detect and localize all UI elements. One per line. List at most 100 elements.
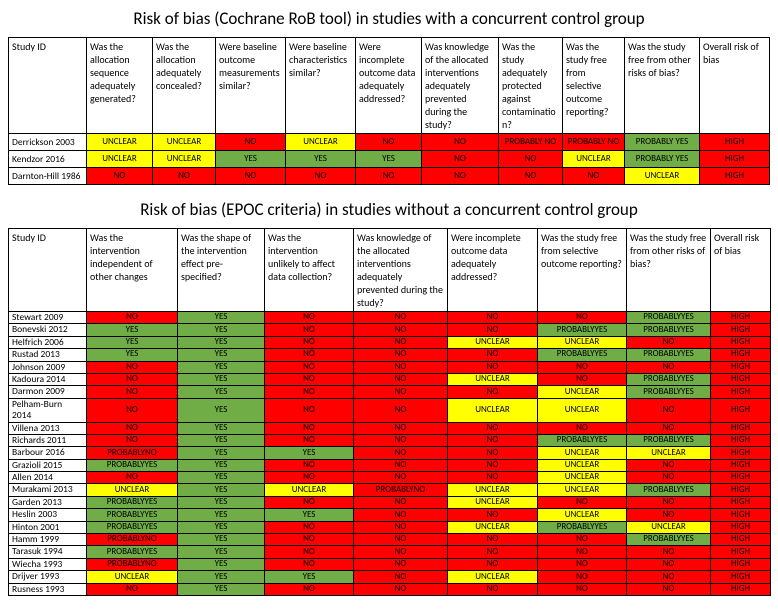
rob-cell: PROBABLYNO [354,484,448,496]
rob-cell: NO [448,459,538,471]
rob-cell: NO [265,546,354,558]
rob-cell: NO [627,398,711,422]
column-header: Was the study free from other risks of b… [625,38,700,134]
rob-cell: HIGH [711,324,771,336]
rob-cell: NO [354,571,448,583]
rob-cell: NO [265,324,354,336]
rob-cell: HIGH [711,386,771,398]
rob-cell: NO [538,422,627,434]
rob-cell: UNCLEAR [87,571,178,583]
rob-cell: YES [178,459,265,471]
rob-cell: UNCLEAR [153,151,216,168]
rob-cell: PROBABLYYES [538,521,627,533]
rob-cell: UNCLEAR [538,472,627,484]
study-id: Allen 2014 [9,472,87,484]
rob-cell: NO [354,422,448,434]
rob-cell: PROBABLY YES [625,151,700,168]
column-header: Was the study adequately protected again… [499,38,563,134]
rob-cell: PROBABLYYES [87,509,178,521]
rob-cell: UNCLEAR [538,398,627,422]
rob-cell: PROBABLYYES [627,324,711,336]
study-id: Darnton-Hill 1986 [9,168,87,185]
table-row: Wiecha 1993PROBABLYNOYESNONONONONOHIGH [9,558,771,570]
rob-cell: HIGH [711,361,771,373]
rob-cell: YES [178,324,265,336]
rob-cell: HIGH [711,496,771,508]
rob-cell: NO [448,509,538,521]
rob-cell: NO [265,336,354,348]
rob-cell: NO [499,151,563,168]
rob-cell: UNCLEAR [87,484,178,496]
rob-cell: NO [87,472,178,484]
title-2: Risk of bias (EPOC criteria) in studies … [8,199,770,220]
rob-cell: NO [627,422,711,434]
study-id: Derrickson 2003 [9,134,87,151]
table-row: Grazioli 2015PROBABLYYESYESNONONOUNCLEAR… [9,459,771,471]
rob-cell: NO [356,168,422,185]
rob-cell: YES [178,386,265,398]
rob-cell: NO [265,521,354,533]
column-header: Were baseline outcome measurements simil… [216,38,286,134]
study-id: Tarasuk 1994 [9,546,87,558]
rob-cell: NO [354,558,448,570]
rob-cell: NO [627,509,711,521]
rob-cell: YES [178,336,265,348]
rob-cell: NO [448,386,538,398]
table-row: Stewart 2009NOYESNONONONOPROBABLYYESHIGH [9,312,771,324]
rob-cell: YES [178,398,265,422]
rob-cell: NO [286,168,356,185]
table-row: Murakami 2013UNCLEARYESUNCLEARPROBABLYNO… [9,484,771,496]
rob-cell: NO [448,312,538,324]
rob-cell: YES [265,447,354,459]
rob-cell: YES [178,484,265,496]
rob-cell: YES [87,349,178,361]
rob-cell: YES [178,373,265,385]
column-header: Study ID [9,229,87,312]
rob-cell: PROBABLY YES [625,134,700,151]
study-id: Rustad 2013 [9,349,87,361]
table-row: Johnson 2009NOYESNONONONONOHIGH [9,361,771,373]
rob-cell: HIGH [711,583,771,595]
rob-cell: HIGH [711,447,771,459]
table-row: Kendzor 2016UNCLEARUNCLEARYESYESYESNONOU… [9,151,770,168]
rob-cell: HIGH [711,373,771,385]
column-header: Overall risk of bias [711,229,771,312]
rob-cell: NO [627,336,711,348]
rob-cell: PROBABLYYES [627,484,711,496]
rob-cell: UNCLEAR [448,398,538,422]
rob-cell: NO [216,134,286,151]
rob-cell: YES [178,434,265,446]
rob-cell: YES [178,496,265,508]
rob-cell: UNCLEAR [87,134,153,151]
rob-cell: NO [448,434,538,446]
rob-cell: NO [538,546,627,558]
rob-cell: PROBABLYYES [627,373,711,385]
rob-cell: YES [216,151,286,168]
column-header: Were incomplete outcome data adequately … [448,229,538,312]
rob-cell: NO [627,546,711,558]
rob-cell: PROBABLYNO [87,558,178,570]
study-id: Bonevski 2012 [9,324,87,336]
study-id: Richards 2011 [9,434,87,446]
rob-cell: PROBABLYYES [538,434,627,446]
rob-cell: NO [87,583,178,595]
rob-cell: NO [627,496,711,508]
table-row: Barbour 2016PROBABLYNOYESYESNONOUNCLEARU… [9,447,771,459]
rob-cell: HIGH [711,534,771,546]
study-id: Hinton 2001 [9,521,87,533]
column-header: Was the intervention independent of othe… [87,229,178,312]
rob-cell: HIGH [711,422,771,434]
rob-cell: NO [265,558,354,570]
rob-cell: NO [538,496,627,508]
rob-cell: UNCLEAR [153,134,216,151]
rob-cell: NO [448,447,538,459]
rob-cell: NO [354,434,448,446]
column-header: Were baseline characteristics similar? [286,38,356,134]
rob-cell: HIGH [711,336,771,348]
rob-cell: UNCLEAR [265,484,354,496]
rob-cell: HIGH [711,398,771,422]
table-row: Allen 2014NOYESNONONOUNCLEARNOHIGH [9,472,771,484]
column-header: Was the study free from other risks of b… [627,229,711,312]
study-id: Johnson 2009 [9,361,87,373]
rob-cell: NO [499,168,563,185]
